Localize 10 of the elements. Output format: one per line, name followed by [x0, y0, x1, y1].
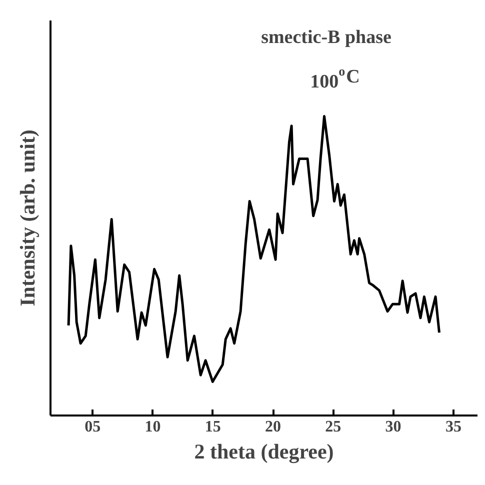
x-tick-label: 35: [445, 418, 462, 436]
x-axis-title: 2 theta (degree): [194, 440, 334, 464]
x-tick-label: 15: [204, 418, 221, 436]
y-axis-title: Intensity (arb. unit): [16, 130, 40, 306]
x-tick-label: 30: [385, 418, 402, 436]
x-tick-label: 25: [325, 418, 342, 436]
x-tick-label: 20: [265, 418, 282, 436]
x-tick-label: 05: [84, 418, 101, 436]
x-tick-label: 10: [144, 418, 161, 436]
text: smectic-B phase: [261, 27, 392, 48]
